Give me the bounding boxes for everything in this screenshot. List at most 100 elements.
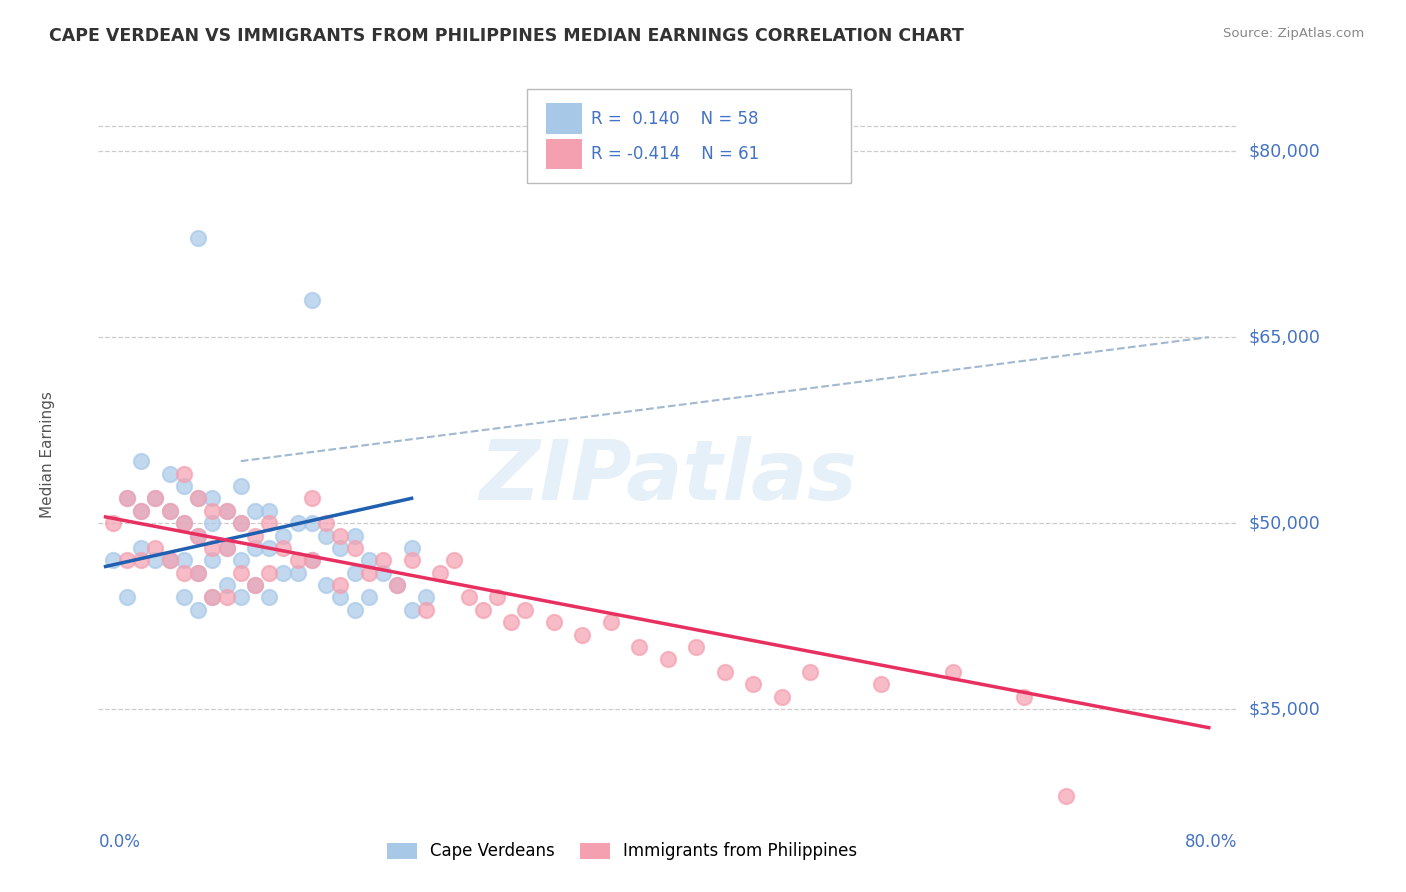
- Point: [201, 491, 224, 506]
- Point: [543, 615, 565, 630]
- Point: [315, 516, 337, 530]
- Point: [229, 516, 252, 530]
- Point: [173, 516, 195, 530]
- Point: [343, 603, 366, 617]
- Point: [371, 566, 394, 580]
- Point: [129, 553, 152, 567]
- Point: [714, 665, 737, 679]
- Point: [201, 541, 224, 555]
- Text: CAPE VERDEAN VS IMMIGRANTS FROM PHILIPPINES MEDIAN EARNINGS CORRELATION CHART: CAPE VERDEAN VS IMMIGRANTS FROM PHILIPPI…: [49, 27, 965, 45]
- Text: 0.0%: 0.0%: [98, 833, 141, 851]
- Point: [243, 528, 266, 542]
- Point: [600, 615, 623, 630]
- Point: [657, 652, 679, 666]
- Point: [115, 553, 138, 567]
- Point: [187, 566, 209, 580]
- Point: [229, 479, 252, 493]
- Text: $65,000: $65,000: [1249, 328, 1320, 346]
- Text: R =  0.140    N = 58: R = 0.140 N = 58: [591, 110, 758, 128]
- Point: [770, 690, 793, 704]
- Point: [301, 553, 323, 567]
- Point: [287, 566, 309, 580]
- Point: [315, 578, 337, 592]
- Point: [742, 677, 765, 691]
- Point: [273, 528, 295, 542]
- Point: [215, 578, 238, 592]
- Point: [215, 541, 238, 555]
- Point: [301, 293, 323, 307]
- Point: [145, 491, 167, 506]
- Point: [173, 467, 195, 481]
- Point: [187, 491, 209, 506]
- Legend: Cape Verdeans, Immigrants from Philippines: Cape Verdeans, Immigrants from Philippin…: [381, 836, 865, 867]
- Point: [259, 516, 281, 530]
- Point: [101, 516, 124, 530]
- Point: [415, 603, 437, 617]
- Point: [215, 504, 238, 518]
- Point: [628, 640, 651, 654]
- Point: [187, 231, 209, 245]
- Point: [685, 640, 707, 654]
- Point: [357, 566, 380, 580]
- Point: [301, 553, 323, 567]
- Point: [173, 566, 195, 580]
- Point: [259, 504, 281, 518]
- Point: [371, 553, 394, 567]
- Point: [229, 591, 252, 605]
- Point: [301, 491, 323, 506]
- Point: [501, 615, 523, 630]
- Point: [329, 528, 352, 542]
- Point: [187, 528, 209, 542]
- Point: [101, 553, 124, 567]
- Point: [387, 578, 409, 592]
- Point: [1056, 789, 1078, 803]
- Point: [486, 591, 509, 605]
- Point: [259, 566, 281, 580]
- Point: [343, 541, 366, 555]
- Point: [201, 591, 224, 605]
- Point: [159, 467, 181, 481]
- Point: [571, 628, 593, 642]
- Point: [471, 603, 494, 617]
- Point: [443, 553, 465, 567]
- Point: [159, 504, 181, 518]
- Point: [173, 479, 195, 493]
- Text: $50,000: $50,000: [1249, 514, 1320, 533]
- Point: [187, 603, 209, 617]
- Point: [115, 491, 138, 506]
- Point: [215, 541, 238, 555]
- Text: R = -0.414    N = 61: R = -0.414 N = 61: [591, 145, 759, 163]
- Point: [129, 541, 152, 555]
- Point: [145, 553, 167, 567]
- Point: [429, 566, 451, 580]
- Point: [870, 677, 893, 691]
- Point: [187, 491, 209, 506]
- Point: [259, 541, 281, 555]
- Point: [401, 553, 423, 567]
- Point: [229, 566, 252, 580]
- Point: [329, 541, 352, 555]
- Point: [301, 516, 323, 530]
- Text: $80,000: $80,000: [1249, 142, 1320, 161]
- Point: [145, 491, 167, 506]
- Point: [159, 553, 181, 567]
- Point: [159, 553, 181, 567]
- Point: [357, 591, 380, 605]
- Point: [187, 566, 209, 580]
- Point: [201, 516, 224, 530]
- Point: [129, 454, 152, 468]
- Point: [215, 591, 238, 605]
- Point: [343, 566, 366, 580]
- Text: 80.0%: 80.0%: [1185, 833, 1237, 851]
- Point: [159, 504, 181, 518]
- Point: [145, 541, 167, 555]
- Point: [799, 665, 821, 679]
- Point: [287, 516, 309, 530]
- Point: [329, 578, 352, 592]
- Point: [201, 504, 224, 518]
- Point: [273, 541, 295, 555]
- Point: [173, 553, 195, 567]
- Point: [115, 591, 138, 605]
- Point: [229, 516, 252, 530]
- Point: [201, 553, 224, 567]
